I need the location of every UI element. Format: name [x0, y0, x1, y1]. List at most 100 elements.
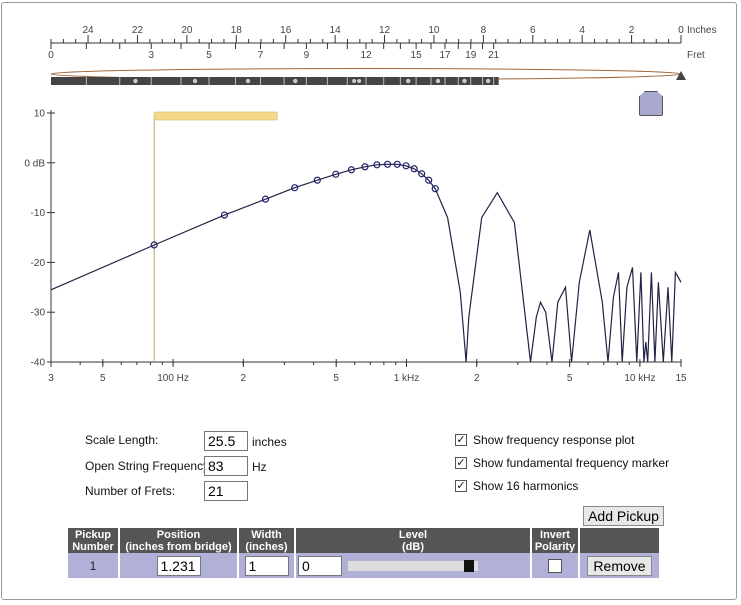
position-cell: [120, 553, 237, 578]
inch-tick-label: 6: [530, 25, 536, 36]
pickup-number-cell: 1: [68, 553, 118, 578]
x-tick-label: 5: [333, 373, 339, 384]
harmonic-marker: [373, 161, 381, 169]
harmonic-marker: [220, 211, 229, 219]
header-width: Width (inches): [239, 528, 294, 553]
fret-label: Fret: [687, 50, 705, 61]
fret-inlay: [462, 78, 467, 84]
open-freq-input[interactable]: [204, 456, 248, 476]
fret-tick-label: 7: [258, 50, 264, 61]
x-tick-label: 100 Hz: [157, 373, 189, 384]
level-slider[interactable]: [348, 559, 478, 572]
x-tick-label: 5: [100, 373, 106, 384]
harmonic-marker: [410, 165, 418, 173]
remove-cell: Remove: [580, 553, 659, 578]
harmonic-marker: [291, 184, 299, 192]
harmonic-marker: [150, 241, 158, 249]
inch-tick-label: 16: [280, 25, 292, 36]
header-invert: Invert Polarity: [532, 528, 578, 553]
harmonic-marker: [431, 185, 439, 193]
fret-tick-label: 12: [360, 50, 372, 61]
inch-tick-label: 2: [629, 25, 635, 36]
inch-tick-label: 24: [82, 25, 94, 36]
fret-inlay: [192, 78, 198, 84]
open-freq-unit: Hz: [252, 460, 267, 474]
x-tick-label: 2: [241, 373, 247, 384]
fret-inlay: [357, 79, 362, 83]
fret-tick-label: 15: [411, 50, 423, 61]
harmonic-marker: [418, 170, 426, 178]
inch-tick-label: 20: [181, 25, 193, 36]
pickup-table: Pickup Number Position (inches from brid…: [66, 528, 661, 578]
fret-inlay: [406, 78, 411, 84]
fret-tick-label: 21: [488, 50, 500, 61]
show-response-label: Show frequency response plot: [473, 433, 635, 447]
harmonic-marker: [261, 195, 270, 203]
show-fundamental-label: Show fundamental frequency marker: [473, 456, 670, 470]
y-tick-label: -10: [31, 208, 46, 219]
scale-length-input[interactable]: [204, 431, 248, 451]
fret-inlay: [352, 79, 357, 83]
fret-tick-label: 5: [206, 50, 212, 61]
show-fundamental-checkbox[interactable]: ✓: [455, 457, 467, 469]
show-harmonics-option[interactable]: ✓ Show 16 harmonics: [455, 479, 578, 493]
show-harmonics-checkbox[interactable]: ✓: [455, 480, 467, 492]
show-response-checkbox[interactable]: ✓: [455, 434, 467, 446]
open-freq-label: Open String Frequency:: [85, 459, 213, 473]
fret-inlay: [485, 78, 491, 84]
num-frets-label: Number of Frets:: [85, 484, 176, 498]
inch-tick-label: 10: [428, 25, 440, 36]
level-cell: [296, 553, 530, 578]
inch-tick-label: 12: [379, 25, 391, 36]
show-response-option[interactable]: ✓ Show frequency response plot: [455, 433, 634, 447]
harmonic-marker: [402, 162, 410, 170]
y-tick-label: -20: [31, 258, 46, 269]
harmonic-marker: [332, 170, 340, 178]
fret-inlay: [293, 78, 298, 84]
x-tick-label: 5: [567, 373, 573, 384]
invert-polarity-checkbox[interactable]: [548, 558, 562, 573]
harmonic-marker: [347, 166, 356, 174]
level-input[interactable]: [298, 555, 342, 576]
scale-length-label: Scale Length:: [85, 433, 159, 447]
invert-cell: [532, 553, 578, 578]
harmonic-marker: [393, 160, 401, 168]
show-fundamental-option[interactable]: ✓ Show fundamental frequency marker: [455, 456, 669, 470]
x-tick-label: 10 kHz: [624, 373, 655, 384]
harmonic-marker: [425, 176, 433, 184]
inch-tick-label: 22: [132, 25, 144, 36]
header-pickup-number: Pickup Number: [68, 528, 118, 553]
inch-tick-label: 14: [330, 25, 342, 36]
show-harmonics-label: Show 16 harmonics: [473, 479, 579, 493]
x-tick-label: 3: [48, 373, 54, 384]
num-frets-input[interactable]: [204, 481, 248, 501]
fret-inlay: [245, 78, 251, 84]
y-tick-label: -40: [31, 358, 46, 369]
y-tick-label: 10: [34, 109, 46, 120]
fret-tick-label: 0: [48, 50, 54, 61]
header-actions: [580, 528, 659, 553]
fret-tick-label: 3: [148, 50, 154, 61]
width-cell: [239, 553, 294, 578]
inch-tick-label: 18: [231, 25, 243, 36]
frequency-response-plot: 10 0 dB -10 -20 -30 -403 5 100 Hz 2 5 1 kHz 2 5 10 kH…: [24, 109, 687, 385]
fret-tick-label: 17: [439, 50, 451, 61]
fretboard: [51, 77, 499, 85]
add-pickup-button[interactable]: Add Pickup: [583, 506, 664, 526]
bridge-triangle: [676, 71, 686, 80]
header-position: Position (inches from bridge): [120, 528, 237, 553]
pickup-handle[interactable]: [639, 91, 663, 116]
fret-tick-label: 9: [304, 50, 310, 61]
harmonic-marker: [361, 163, 369, 171]
harmonic-marker: [313, 176, 321, 184]
x-tick-label: 15: [675, 373, 687, 384]
y-tick-label: 0 dB: [24, 158, 45, 169]
width-input[interactable]: [244, 555, 289, 576]
remove-button[interactable]: Remove: [587, 555, 652, 576]
inch-tick-label: 8: [481, 25, 487, 36]
position-input[interactable]: [156, 555, 201, 576]
fret-inlay: [133, 78, 138, 84]
level-slider-thumb[interactable]: [464, 559, 475, 572]
harmonic-marker: [383, 160, 392, 168]
